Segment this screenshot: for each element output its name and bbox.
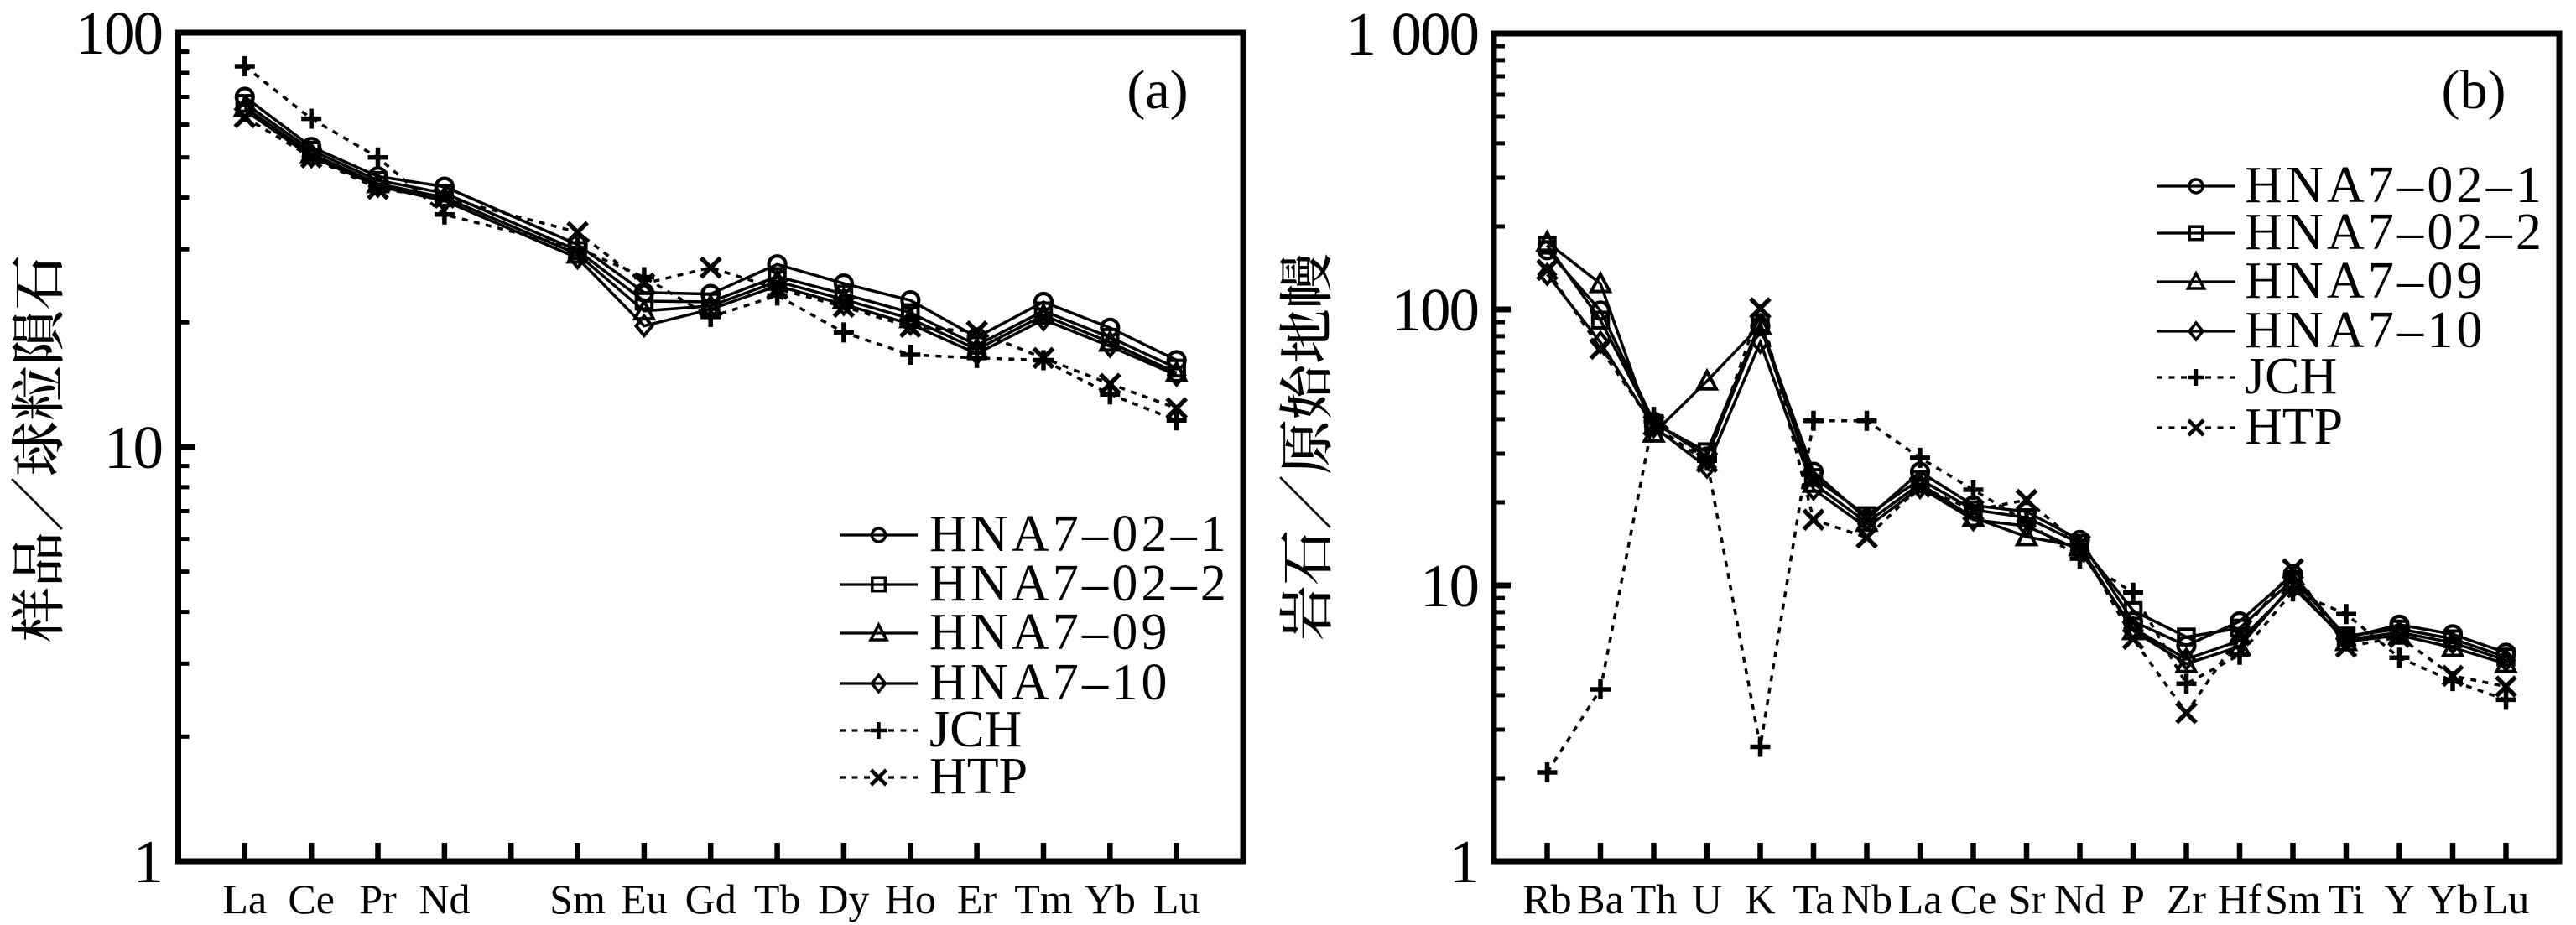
svg-text:Er: Er: [957, 876, 997, 922]
svg-text:Y: Y: [2384, 876, 2414, 922]
svg-text:HNA7–02–1: HNA7–02–1: [929, 506, 1230, 563]
svg-text:Lu: Lu: [1153, 876, 1200, 922]
svg-text:Lu: Lu: [2483, 876, 2530, 922]
svg-text:Eu: Eu: [621, 876, 668, 922]
svg-text:Hf: Hf: [2218, 876, 2262, 922]
svg-text:JCH: JCH: [929, 701, 1022, 758]
svg-text:Rb: Rb: [1522, 876, 1571, 922]
svg-text:Nd: Nd: [2054, 876, 2105, 922]
svg-text:HNA7–10: HNA7–10: [2245, 302, 2486, 359]
svg-text:HNA7–10: HNA7–10: [929, 654, 1171, 711]
svg-text:U: U: [1692, 876, 1722, 922]
svg-text:1: 1: [1346, 0, 1376, 68]
svg-text:(a): (a): [1127, 60, 1188, 121]
svg-text:Ba: Ba: [1577, 876, 1624, 922]
svg-text:(b): (b): [2442, 60, 2506, 121]
svg-text:Gd: Gd: [685, 876, 736, 922]
svg-text:HNA7–02–1: HNA7–02–1: [2245, 157, 2545, 214]
svg-text:HTP: HTP: [2245, 398, 2343, 455]
svg-text:10: 10: [1420, 552, 1478, 620]
svg-text:HNA7–02–2: HNA7–02–2: [929, 555, 1230, 612]
svg-text:HNA7–09: HNA7–09: [929, 604, 1171, 661]
svg-text:10: 10: [104, 413, 162, 481]
svg-text:Ho: Ho: [885, 876, 936, 922]
svg-text:P: P: [2121, 876, 2145, 922]
svg-text:100: 100: [75, 0, 163, 67]
svg-text:Sm: Sm: [2265, 876, 2321, 922]
svg-text:1: 1: [1449, 828, 1479, 896]
svg-text:Zr: Zr: [2167, 876, 2207, 922]
svg-text:K: K: [1745, 876, 1775, 922]
svg-text:Ta: Ta: [1793, 876, 1834, 922]
svg-text:La: La: [222, 876, 267, 922]
svg-text:HNA7–09: HNA7–09: [2245, 252, 2486, 309]
svg-text:Nd: Nd: [419, 876, 470, 922]
svg-text:Yb: Yb: [1085, 876, 1136, 922]
svg-text:Tb: Tb: [754, 876, 801, 922]
svg-text:100: 100: [1392, 276, 1479, 344]
svg-text:HNA7–02–2: HNA7–02–2: [2245, 204, 2545, 261]
svg-text:Yb: Yb: [2427, 876, 2478, 922]
svg-text:La: La: [1898, 876, 1943, 922]
svg-text:000: 000: [1392, 0, 1479, 68]
svg-text:Ce: Ce: [288, 876, 335, 922]
svg-text:Th: Th: [1631, 876, 1678, 922]
svg-text:HTP: HTP: [929, 748, 1028, 805]
svg-text:Sr: Sr: [2008, 876, 2046, 922]
svg-text:JCH: JCH: [2245, 348, 2337, 405]
svg-text:Nb: Nb: [1841, 876, 1892, 922]
svg-text:Tm: Tm: [1014, 876, 1073, 922]
svg-text:Ce: Ce: [1950, 876, 1997, 922]
svg-text:Dy: Dy: [818, 876, 869, 922]
svg-text:Pr: Pr: [359, 876, 397, 922]
svg-text:Sm: Sm: [549, 876, 606, 922]
svg-text:1: 1: [133, 828, 163, 896]
svg-text:Ti: Ti: [2329, 876, 2365, 922]
